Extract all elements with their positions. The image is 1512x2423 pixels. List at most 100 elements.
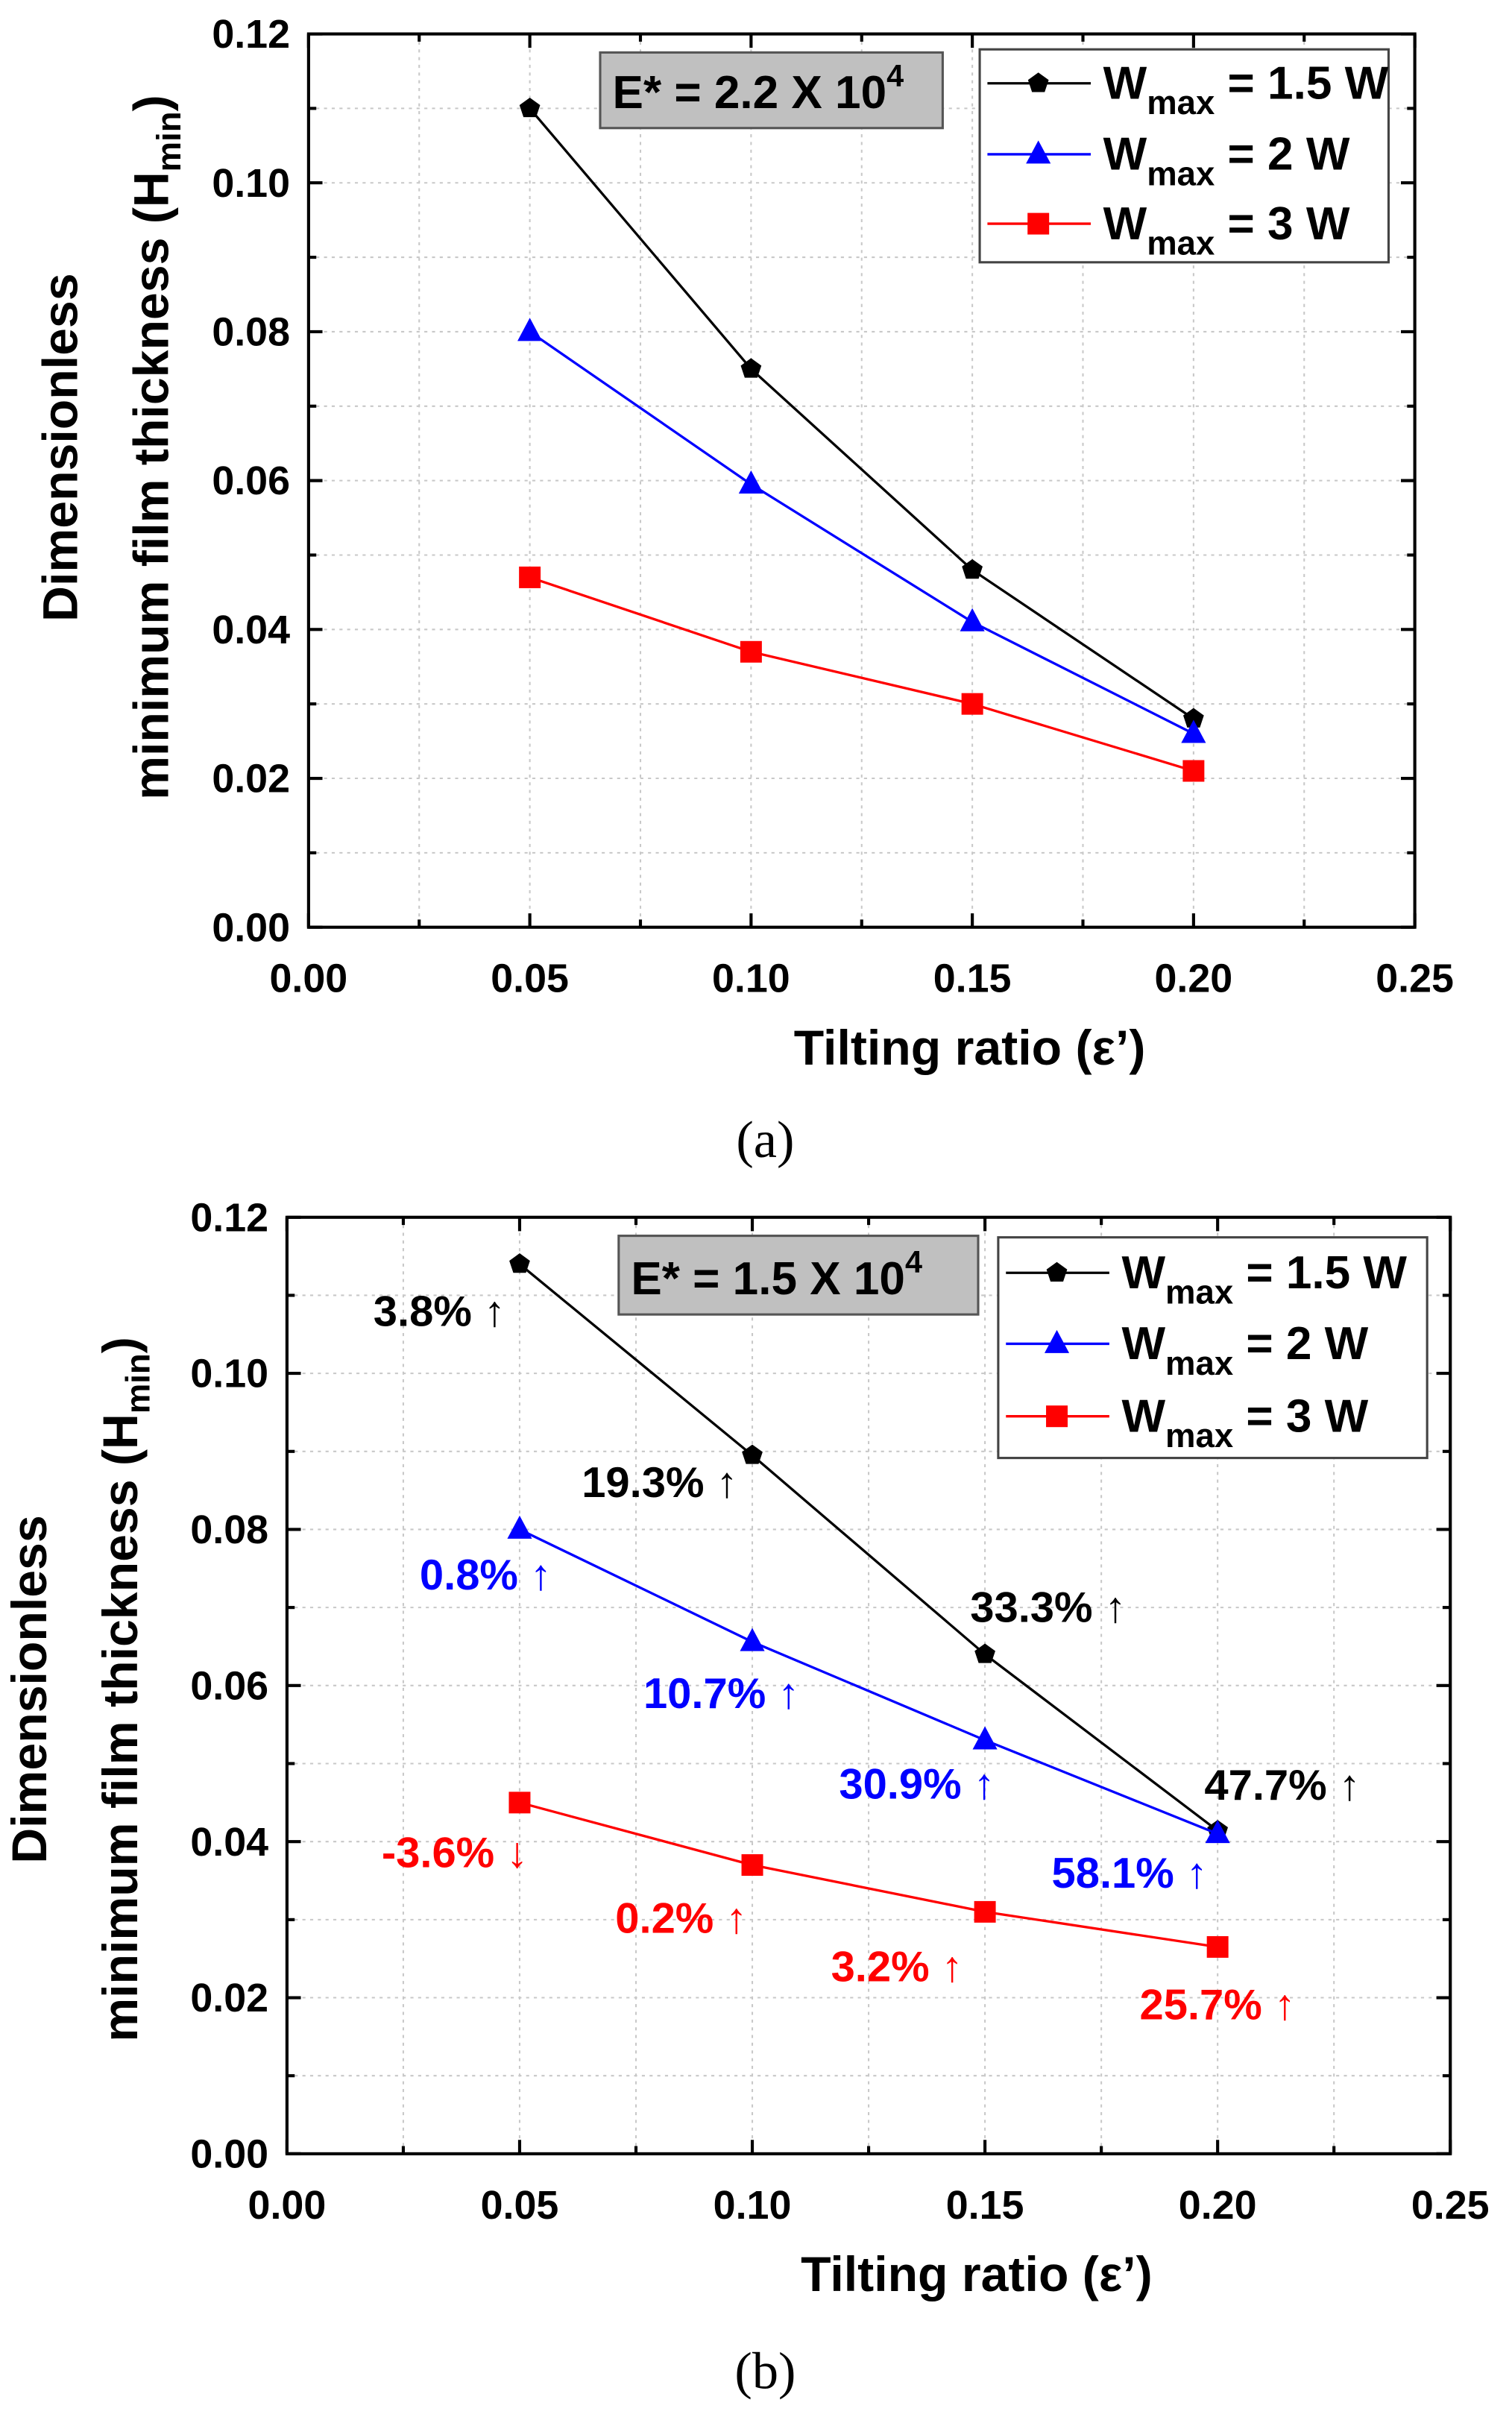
data-label: 10.7% ↑: [643, 1670, 799, 1718]
data-point: [1182, 760, 1205, 782]
series-line: [519, 1528, 1218, 1836]
legend-label-sub: max: [1165, 1344, 1233, 1382]
parameter-label-text: E* = 2.2 X 10: [613, 67, 887, 119]
series-2: [519, 566, 1205, 782]
x-tick-label: 0.10: [714, 2183, 792, 2228]
legend-label-sub: max: [1147, 224, 1215, 262]
legend-label-name: W: [1121, 1390, 1165, 1442]
y-axis-title-sub: min: [119, 1353, 157, 1414]
series-line: [529, 107, 1194, 720]
legend-marker: [1027, 212, 1050, 235]
parameter-label: E* = 2.2 X 104: [613, 59, 904, 119]
data-label: 19.3% ↑: [582, 1459, 737, 1507]
y-axis-title-text: minimum film thickness (H: [125, 171, 180, 800]
legend-marker: [1026, 140, 1051, 164]
legend: [997, 1236, 1428, 1460]
legend-label: Wmax = 3 W: [1103, 198, 1350, 262]
y-tick-label: 0.00: [190, 2132, 268, 2177]
data-label: 0.2% ↑: [615, 1895, 747, 1943]
data-point: [1181, 719, 1206, 743]
y-tick-label: 0.04: [190, 1820, 268, 1865]
legend-label-rest: = 3 W: [1215, 198, 1350, 250]
legend-marker: [1044, 1329, 1070, 1353]
data-point: [974, 1643, 995, 1663]
x-tick-label: 0.20: [1179, 2183, 1257, 2228]
x-tick-label: 0.25: [1411, 2183, 1490, 2228]
legend-label-rest: = 1.5 W: [1233, 1247, 1407, 1299]
data-point: [974, 1900, 996, 1923]
data-label: 3.2% ↑: [831, 1944, 963, 1991]
parameter-label-sup: 4: [905, 1245, 922, 1279]
legend-label-name: W: [1121, 1318, 1165, 1370]
parameter-box: [599, 51, 944, 130]
parameter-label-text: E* = 1.5 X 10: [631, 1253, 905, 1305]
data-point: [961, 693, 983, 715]
data-point: [740, 1628, 765, 1651]
y-axis-title-text: minimum film thickness (H: [93, 1414, 148, 2042]
legend-label-rest: = 2 W: [1215, 129, 1350, 180]
legend-label-sub: max: [1147, 84, 1215, 122]
y-axis-title-line2: minimum film thickness (Hmin): [93, 1337, 157, 2042]
data-point: [962, 558, 983, 579]
legend-marker: [1046, 1405, 1068, 1428]
x-tick-label: 0.00: [270, 957, 348, 1001]
y-tick-label: 0.10: [190, 1352, 268, 1396]
data-point: [1183, 708, 1204, 728]
x-tick-label: 0.10: [712, 957, 790, 1001]
figure-caption: (a): [736, 1111, 794, 1169]
data-label: 30.9% ↑: [839, 1761, 995, 1809]
x-tick-label: 0.05: [491, 957, 569, 1001]
data-label: 58.1% ↑: [1052, 1850, 1208, 1897]
legend-label-name: W: [1103, 198, 1147, 250]
data-point: [517, 318, 543, 341]
data-point: [507, 1515, 532, 1539]
y-tick-label: 0.04: [212, 608, 290, 652]
chart-b: 0.00 0.05 0.10 0.15 0.20 0.25 0.00 0.02 0.04 0.06…: [2, 1195, 1490, 2400]
data-point: [519, 98, 541, 118]
y-tick-label: 0.02: [190, 1976, 268, 2020]
y-tick-label: 0.08: [212, 310, 290, 355]
y-axis-title-line2: minimum film thickness (Hmin): [125, 95, 189, 800]
legend-label: Wmax = 2 W: [1121, 1318, 1368, 1382]
series-line: [519, 1801, 1218, 1949]
chart-a: 0.00 0.05 0.10 0.15 0.20 0.25 0.00 0.02 0.04 0.06…: [33, 12, 1454, 1169]
legend-label-sub: max: [1147, 154, 1215, 192]
data-point: [740, 640, 762, 663]
y-tick-label: 0.10: [212, 161, 290, 206]
data-label: -3.6% ↓: [382, 1830, 528, 1877]
series-0: [519, 98, 1204, 728]
y-tick-label: 0.12: [190, 1195, 268, 1240]
y-tick-label: 0.00: [212, 905, 290, 950]
data-point: [738, 470, 763, 494]
x-tick-label: 0.00: [248, 2183, 327, 2228]
x-tick-label: 0.05: [481, 2183, 559, 2228]
legend-label-sub: max: [1165, 1273, 1233, 1311]
legend-label: Wmax = 2 W: [1103, 129, 1350, 193]
x-axis-title: Tilting ratio (ε’): [794, 1021, 1146, 1076]
y-axis-title-line1: Dimensionless: [33, 273, 88, 621]
data-point: [741, 1854, 763, 1877]
data-label: 3.8% ↑: [374, 1288, 505, 1335]
legend-label: Wmax = 3 W: [1121, 1390, 1368, 1455]
series-1: 0.8% ↑ 10.7% ↑ 30.9% ↑ 58.1% ↑: [420, 1515, 1230, 1897]
data-label: 33.3% ↑: [970, 1584, 1126, 1631]
y-tick-label: 0.06: [212, 459, 290, 503]
y-tick-label: 0.12: [212, 12, 290, 57]
y-tick-label: 0.08: [190, 1507, 268, 1552]
legend-label-rest: = 1.5 W: [1215, 57, 1388, 109]
y-axis-title-end: ): [93, 1337, 148, 1353]
data-label: 47.7% ↑: [1204, 1762, 1360, 1809]
y-axis-title-sub: min: [150, 111, 188, 171]
data-point: [742, 1444, 763, 1464]
legend-label-rest: = 3 W: [1233, 1390, 1369, 1442]
data-point: [1206, 1936, 1229, 1958]
y-axis-title-line1: Dimensionless: [2, 1515, 57, 1863]
legend-label: Wmax = 1.5 W: [1121, 1247, 1407, 1311]
x-tick-label: 0.15: [946, 2183, 1024, 2228]
y-tick-label: 0.02: [212, 757, 290, 801]
series-0: 3.8% ↑ 19.3% ↑ 33.3% ↑ 47.7% ↑: [374, 1253, 1361, 1840]
parameter-label: E* = 1.5 X 104: [631, 1245, 922, 1305]
legend-marker: [1046, 1261, 1068, 1282]
data-label: 25.7% ↑: [1139, 1982, 1295, 2029]
series-1: [517, 318, 1206, 743]
